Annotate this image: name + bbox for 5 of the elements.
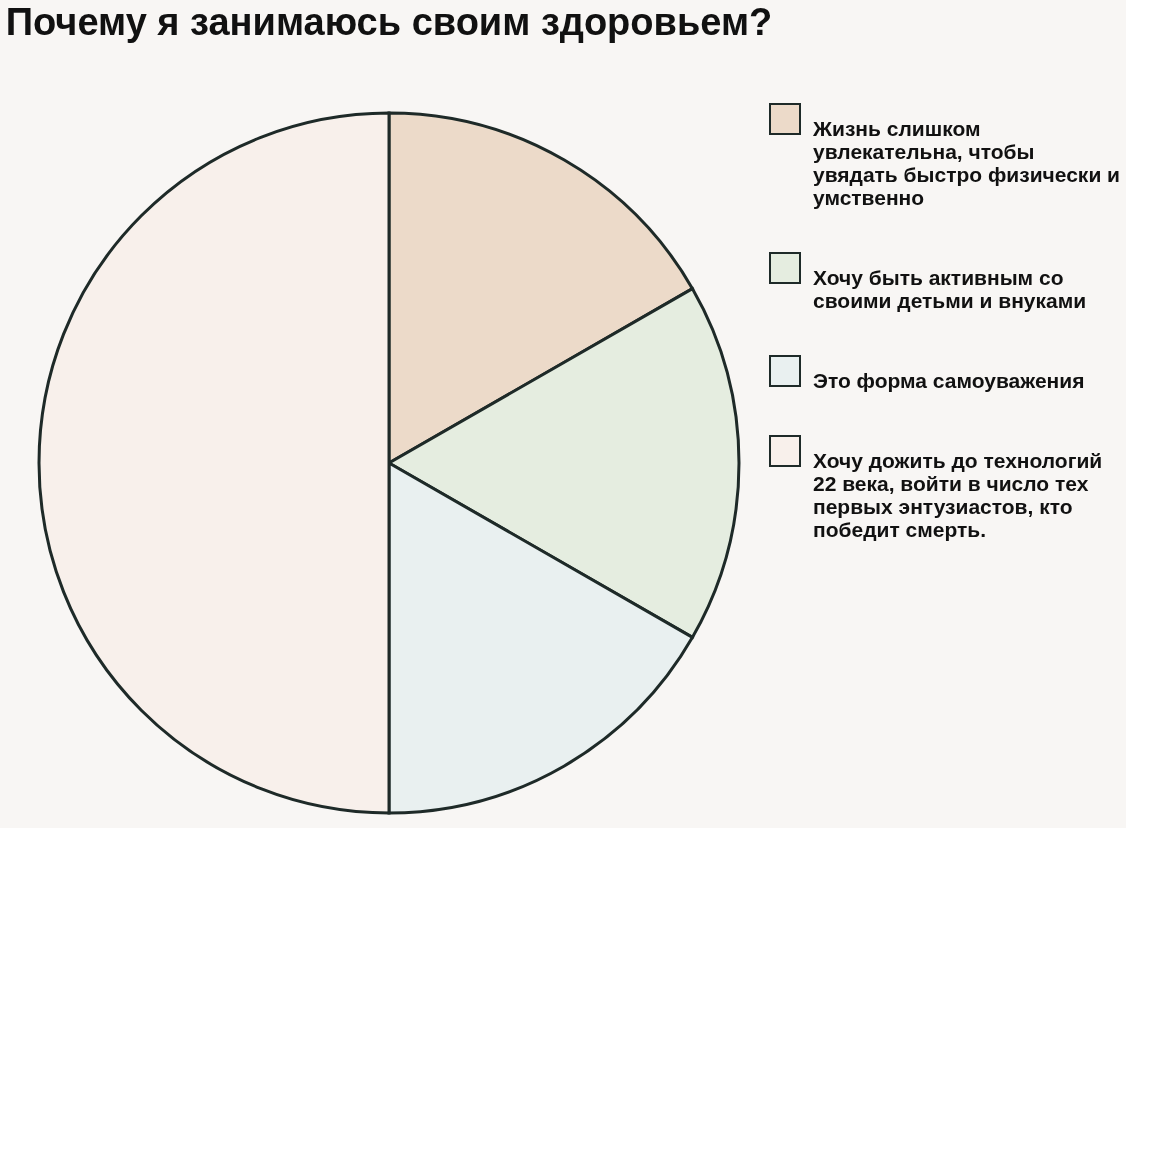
chart-title: Почему я занимаюсь своим здоровьем? <box>5 1 773 43</box>
legend-label: Это форма самоуважения <box>813 369 1085 392</box>
legend-label: Жизнь слишком увлекательна, чтобы увядать быстро физически и умственно <box>812 117 1121 209</box>
legend-label: Хочу быть активным со своими детьми и внуками <box>813 266 1087 312</box>
legend-label: Хочу дожить до технологий 22 века, войти в число тех первых энтузиастов, кто победит смерть. <box>813 449 1103 541</box>
